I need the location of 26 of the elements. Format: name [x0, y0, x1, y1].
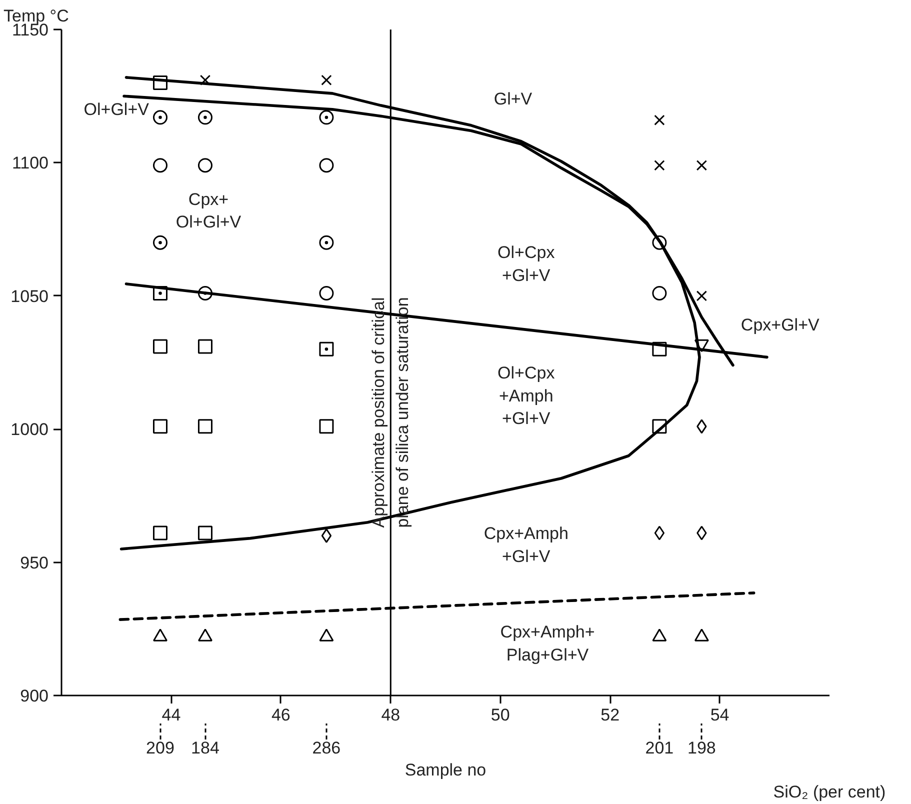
y-tick-label: 1100: [12, 154, 49, 173]
text: 184: [191, 738, 220, 758]
annotation: Ol+Cpx +Gl+V: [498, 243, 556, 285]
text: 198: [688, 738, 716, 758]
annotation: Cpx+Amph+ Plag+Gl+V: [500, 622, 595, 664]
annotation: Gl+V: [494, 89, 533, 108]
annotation: Cpx+ Ol+Gl+V: [176, 190, 242, 232]
x-tick-label: 50: [490, 706, 510, 724]
annotation: Ol+Cpx +Amph +Gl+V: [498, 364, 556, 428]
x2-axis-title: Sample no: [404, 760, 486, 780]
x-tick-label: 44: [162, 706, 181, 724]
y-tick-label: 900: [20, 686, 49, 706]
x-tick-label: 46: [271, 706, 290, 724]
annotation: Ol+Gl+V: [84, 100, 150, 119]
y-tick-label: 1000: [10, 420, 49, 440]
x-axis-title: SiO₂ (per cent): [773, 782, 886, 802]
y-tick-label: 950: [20, 553, 49, 572]
annotation: Cpx+Gl+V: [740, 316, 820, 335]
text: 209: [146, 738, 174, 758]
text: 286: [312, 738, 341, 758]
annotation: Cpx+Amph +Gl+V: [484, 524, 568, 566]
x-tick-label: 48: [381, 706, 400, 724]
text: 201: [645, 738, 674, 758]
x-tick-label: 52: [600, 706, 620, 724]
x-tick-label: 54: [710, 706, 730, 724]
y-tick-label: 1050: [10, 286, 49, 306]
